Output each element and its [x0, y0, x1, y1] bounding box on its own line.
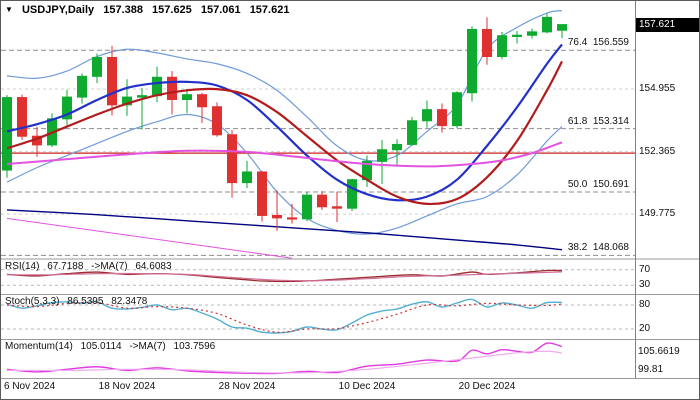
rsi-level-label: 70	[639, 263, 651, 275]
fib-level-label: 76.4 156.559	[567, 37, 629, 49]
rsi-ma-line	[6, 271, 563, 282]
candle-body	[122, 96, 132, 106]
ma-slow-darkred	[6, 60, 563, 206]
stoch-d-value: 82.3478	[111, 296, 148, 307]
momentum-scale-min-label: 99.81	[638, 364, 664, 375]
price-axis-label: 154.955	[639, 83, 676, 94]
ohlc-low-value: 157.061	[200, 4, 241, 16]
rsi-line	[6, 269, 563, 283]
candle-body	[422, 109, 432, 122]
candle-body	[542, 16, 552, 33]
stoch-d-line	[6, 301, 563, 333]
candle-body	[377, 149, 387, 162]
rsi-name-label: RSI(14)	[5, 261, 40, 272]
rsi-value: 67.7188	[47, 261, 84, 272]
candle-body	[167, 76, 177, 101]
ohlc-high-value: 157.625	[152, 4, 192, 16]
candle-body	[482, 28, 492, 58]
candle-body	[467, 28, 477, 94]
candle-body	[62, 96, 72, 120]
symbol-timeframe-label: USDJPY,Daily	[21, 4, 95, 16]
ma-longterm-navy	[6, 209, 563, 251]
time-axis-label: 28 Nov 2024	[218, 381, 276, 392]
time-axis-label: 10 Dec 2024	[338, 381, 396, 392]
price-axis-label: 152.365	[639, 145, 676, 157]
candle-body	[407, 120, 417, 145]
bollinger-upper-band	[6, 10, 563, 162]
stochastic-panel-title: Stoch(5,3,3) 86.5395 82.3478	[5, 296, 152, 307]
momentum-name-label: Momentum(14)	[5, 341, 73, 352]
momentum-scale-max-label: 105.6619	[638, 346, 680, 357]
ohlc-close-value: 157.621	[249, 4, 290, 16]
candle-body	[497, 35, 507, 58]
candle-body	[2, 97, 12, 171]
candle-body	[452, 92, 462, 127]
candle-body	[272, 214, 282, 219]
momentum-ma-line	[6, 350, 563, 374]
momentum-value: 105.0114	[80, 341, 122, 352]
chart-header: ▼ USDJPY,Daily 157.388 157.625 157.061 1…	[5, 4, 295, 16]
candle-body	[347, 179, 357, 209]
time-axis-label: 18 Nov 2024	[98, 381, 156, 392]
current-price-box: 157.621	[636, 17, 699, 32]
candle-body	[92, 56, 102, 77]
candle-body	[527, 31, 537, 36]
momentum-panel-title: Momentum(14) 105.0114 ->MA(7) 103.7596	[5, 341, 220, 352]
stoch-level-label: 80	[639, 299, 651, 310]
candle-body	[197, 94, 207, 108]
rsi-level-label: 30	[639, 279, 651, 291]
momentum-ma-value: 103.7596	[173, 341, 216, 352]
candle-body	[77, 75, 87, 98]
candle-body	[512, 34, 522, 37]
stoch-level-label: 20	[639, 323, 651, 334]
rsi-ma-value: 64.6083	[135, 261, 172, 272]
candle-body	[332, 206, 342, 209]
candle-body	[182, 94, 192, 101]
candle-body	[227, 134, 237, 184]
rsi-ma-label: ->MA(7)	[91, 261, 128, 272]
candle-body	[302, 194, 312, 220]
trendline-magenta	[6, 217, 293, 259]
candle-body	[317, 194, 327, 208]
symbol-dropdown-icon[interactable]: ▼	[5, 5, 13, 14]
fib-level-label: 38.2 148.068	[567, 242, 629, 254]
ma-fast-blue	[6, 43, 563, 202]
candle-body	[287, 217, 297, 220]
candle-body	[17, 97, 27, 137]
candle-body	[557, 24, 567, 31]
candle-body	[152, 76, 162, 97]
ohlc-open-value: 157.388	[103, 4, 143, 16]
candle-body	[437, 109, 447, 127]
time-axis-label: 6 Nov 2024	[4, 381, 56, 392]
candle-body	[257, 171, 267, 216]
candle-body	[212, 106, 222, 136]
fib-level-label: 61.8 153.314	[567, 115, 629, 127]
stoch-k-value: 86.5395	[67, 296, 104, 307]
time-axis-label: 20 Dec 2024	[458, 381, 516, 392]
candle-body	[107, 56, 117, 106]
stoch-name-label: Stoch(5,3,3)	[5, 296, 60, 307]
price-axis-label: 149.775	[639, 208, 676, 220]
candle-body	[242, 171, 252, 184]
fib-level-label: 50.0 150.691	[567, 179, 629, 190]
ma-magenta	[6, 141, 563, 168]
candle-body	[392, 143, 402, 151]
candle-body	[137, 95, 147, 98]
rsi-panel-title: RSI(14) 67.7188 ->MA(7) 64.6083	[5, 261, 177, 272]
momentum-ma-label: ->MA(7)	[129, 341, 166, 352]
